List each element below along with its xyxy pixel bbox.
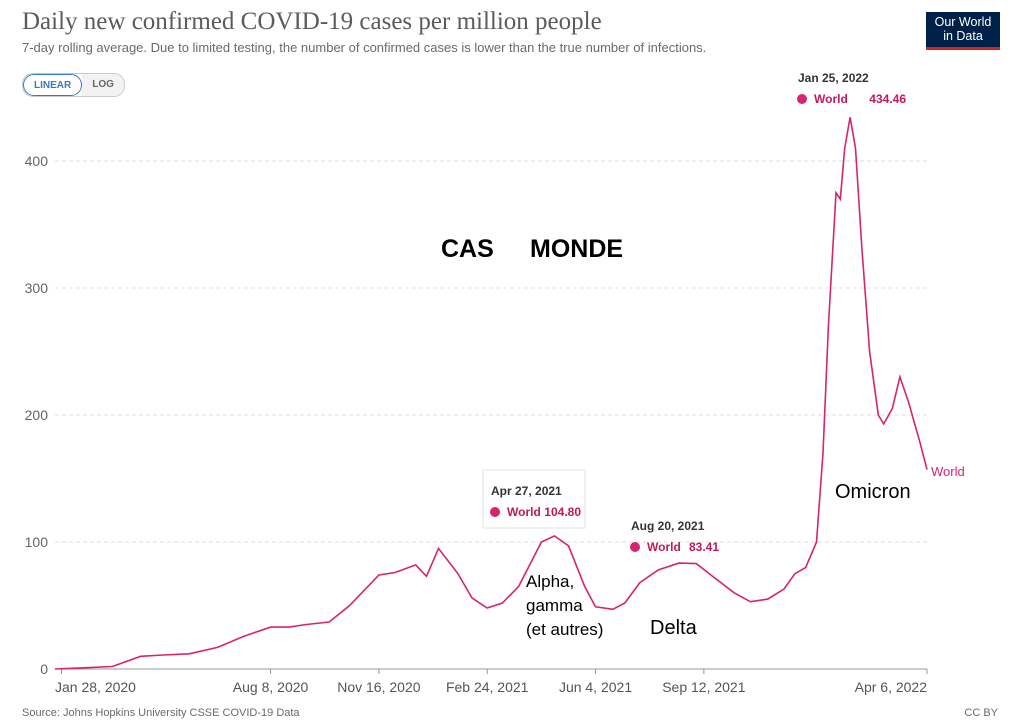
tooltip-dot	[630, 542, 640, 552]
annotation-cas: CAS	[441, 235, 494, 263]
tooltip-dot	[490, 507, 500, 517]
log-scale-button[interactable]: LOG	[82, 74, 124, 96]
annotation-alpha-line3: (et autres)	[526, 620, 603, 639]
x-tick-label: Feb 24, 2021	[446, 679, 529, 695]
tooltip-2021-04-27: Apr 27, 2021 World 104.80	[482, 469, 586, 529]
tooltip-date: Apr 27, 2021	[491, 484, 562, 498]
annotation-alpha-line1: Alpha,	[526, 572, 574, 591]
chart-title: Daily new confirmed COVID-19 cases per m…	[22, 8, 602, 35]
tooltip-value: 83.41	[689, 540, 719, 554]
x-tick-label: Nov 16, 2020	[337, 679, 420, 695]
x-tick-label: Sep 12, 2021	[662, 679, 746, 695]
tooltip-value: 434.46	[869, 92, 906, 106]
annotation-omicron: Omicron	[835, 481, 911, 503]
x-tick-label: Jun 4, 2021	[559, 679, 632, 695]
tooltip-series: World	[647, 540, 681, 554]
logo-line-2: in Data	[943, 29, 983, 43]
series-line-world[interactable]	[54, 117, 928, 670]
owid-logo[interactable]: Our World in Data	[926, 12, 1000, 50]
scale-toggle: LINEAR LOG	[22, 73, 125, 97]
tooltip-value: 104.80	[544, 505, 581, 519]
tooltip-dot	[797, 94, 807, 104]
y-tick-label: 400	[25, 153, 49, 169]
x-tick-label: Apr 6, 2022	[855, 679, 928, 695]
tooltip-series: World	[814, 92, 848, 106]
tooltip-box	[482, 469, 586, 529]
y-tick-label: 0	[40, 661, 48, 677]
tooltip-date: Aug 20, 2021	[631, 519, 705, 533]
annotation-monde: MONDE	[530, 235, 623, 263]
x-tick-label: Aug 8, 2020	[233, 679, 309, 695]
tooltip-2021-08-20: Aug 20, 2021 World 83.41	[630, 519, 719, 554]
linear-scale-button[interactable]: LINEAR	[23, 74, 83, 96]
x-axis: Jan 28, 2020 Aug 8, 2020 Nov 16, 2020 Feb 2…	[55, 668, 928, 695]
annotation-delta: Delta	[650, 617, 698, 639]
tooltip-2022-01-25: Jan 25, 2022 World 434.46	[797, 71, 906, 106]
y-tick-label: 100	[25, 534, 49, 550]
y-tick-label: 300	[25, 280, 49, 296]
y-tick-label: 200	[25, 407, 49, 423]
annotation-alpha-line2: gamma	[526, 596, 583, 615]
license-link[interactable]: CC BY	[964, 707, 998, 719]
tooltip-date: Jan 25, 2022	[798, 71, 869, 85]
chart-subtitle: 7-day rolling average. Due to limited te…	[22, 40, 707, 55]
y-axis-ticks: 0 100 200 300 400	[25, 153, 49, 677]
tooltip-series: World	[507, 505, 541, 519]
source-note: Source: Johns Hopkins University CSSE CO…	[22, 707, 300, 719]
series-end-label: World	[931, 464, 965, 479]
x-tick-label: Jan 28, 2020	[55, 679, 136, 695]
logo-line-1: Our World	[934, 15, 992, 29]
